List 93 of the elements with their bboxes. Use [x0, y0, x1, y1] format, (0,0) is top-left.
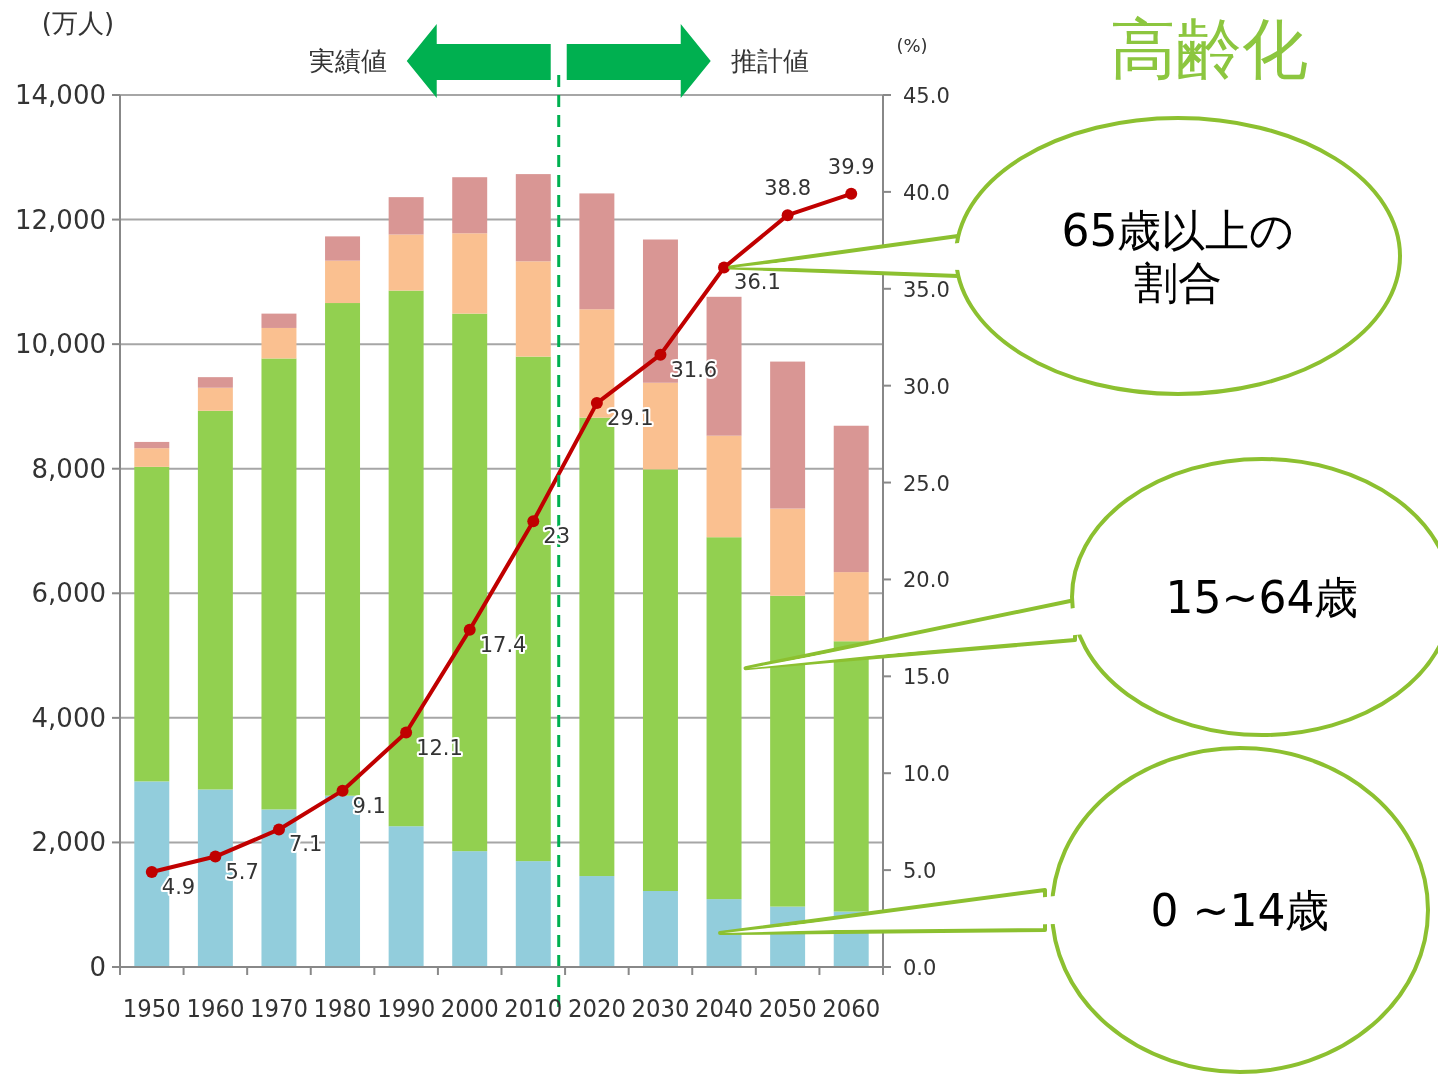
x-tick-label: 2010 — [504, 995, 566, 1023]
x-tick-label: 2000 — [440, 995, 502, 1023]
bar — [197, 377, 233, 388]
text: 0 ~14歳 — [1150, 885, 1330, 936]
bar — [388, 234, 424, 291]
y-tick-label: 2,000 — [31, 827, 106, 858]
point — [590, 397, 603, 410]
data-label: 38.8 — [764, 176, 812, 201]
x-tick-label: 1950 — [122, 995, 184, 1023]
y2-tick-label: 30.0 — [903, 374, 950, 399]
bar — [452, 177, 488, 234]
x-tick-label: 2060 — [822, 995, 884, 1023]
x-tick-label: 1990 — [377, 995, 439, 1023]
y-tick-label: 12,000 — [15, 204, 106, 235]
bar — [515, 174, 551, 262]
point — [400, 726, 413, 739]
text: 65歳以上の割合 — [1061, 205, 1295, 308]
bar — [515, 861, 551, 967]
x-tick-label: 2030 — [631, 995, 693, 1023]
y2-axis-title: (%) — [896, 35, 928, 56]
y2-tick-label: 45.0 — [903, 84, 950, 108]
bar — [261, 327, 297, 359]
x-tick-label: 1980 — [313, 995, 375, 1023]
y2-tick-label: 10.0 — [903, 762, 950, 787]
bar — [706, 899, 742, 967]
bar — [642, 469, 678, 892]
y2-tick-label: 0.0 — [903, 956, 937, 980]
bar — [833, 425, 869, 573]
y2-tick-label: 40.0 — [903, 180, 950, 205]
data-label: 9.1 — [352, 793, 386, 818]
data-label: 36.1 — [734, 270, 781, 295]
text: 15~64歳 — [1165, 572, 1359, 623]
bar — [452, 233, 488, 314]
y-axis-title: (万人) — [41, 8, 115, 38]
point — [781, 209, 794, 222]
bar — [706, 537, 742, 900]
bar — [261, 313, 297, 328]
y-tick-label: 10,000 — [15, 329, 106, 360]
bar — [579, 876, 615, 967]
y2-tick-label: 35.0 — [903, 277, 950, 302]
bar — [261, 358, 297, 810]
bar — [515, 261, 551, 357]
bar — [833, 641, 869, 912]
data-label: 5.7 — [225, 859, 259, 884]
data-label: 39.9 — [827, 154, 875, 179]
y2-tick-label: 15.0 — [903, 665, 950, 690]
text: 実績値 — [308, 46, 387, 76]
y-tick-label: 8,000 — [31, 453, 106, 484]
y-tick-label: 6,000 — [31, 578, 106, 609]
bar — [770, 595, 806, 907]
x-tick-label: 1970 — [249, 995, 312, 1023]
point — [718, 261, 731, 274]
bar — [770, 361, 806, 509]
bar — [388, 197, 424, 235]
x-tick-label: 2040 — [695, 995, 757, 1023]
bar — [770, 508, 806, 596]
point — [463, 623, 476, 636]
text: 高齢化 — [1110, 11, 1308, 88]
y2-tick-label: 5.0 — [903, 859, 937, 884]
bar — [579, 193, 615, 310]
point — [336, 784, 349, 797]
bar — [388, 826, 424, 967]
point — [654, 348, 667, 361]
bar — [197, 387, 233, 411]
y2-tick-label: 20.0 — [903, 568, 950, 593]
y-tick-label: 4,000 — [31, 702, 106, 733]
y-tick-label: 0 — [89, 952, 106, 982]
bar — [134, 448, 170, 467]
data-label: 29.1 — [606, 406, 654, 431]
bar — [706, 435, 742, 538]
bar — [197, 410, 233, 790]
bar — [325, 303, 361, 796]
point — [527, 515, 540, 528]
bar — [134, 466, 170, 782]
x-tick-label: 1960 — [186, 995, 248, 1023]
point — [272, 823, 285, 836]
x-tick-label: 2020 — [567, 995, 629, 1023]
bar — [134, 441, 170, 449]
data-label: 31.6 — [670, 357, 718, 382]
point — [209, 850, 222, 863]
text: 推計値 — [730, 46, 809, 76]
bar — [452, 851, 488, 967]
bar — [833, 572, 869, 642]
point — [845, 187, 858, 200]
bar — [642, 891, 678, 967]
data-label: 7.1 — [288, 832, 323, 857]
y-tick-label: 14,000 — [15, 80, 106, 110]
x-tick-label: 2050 — [758, 995, 820, 1023]
data-label: 4.9 — [161, 875, 196, 900]
point — [145, 866, 158, 879]
y2-tick-label: 25.0 — [903, 471, 950, 496]
bar — [325, 260, 361, 304]
bar — [325, 236, 361, 261]
